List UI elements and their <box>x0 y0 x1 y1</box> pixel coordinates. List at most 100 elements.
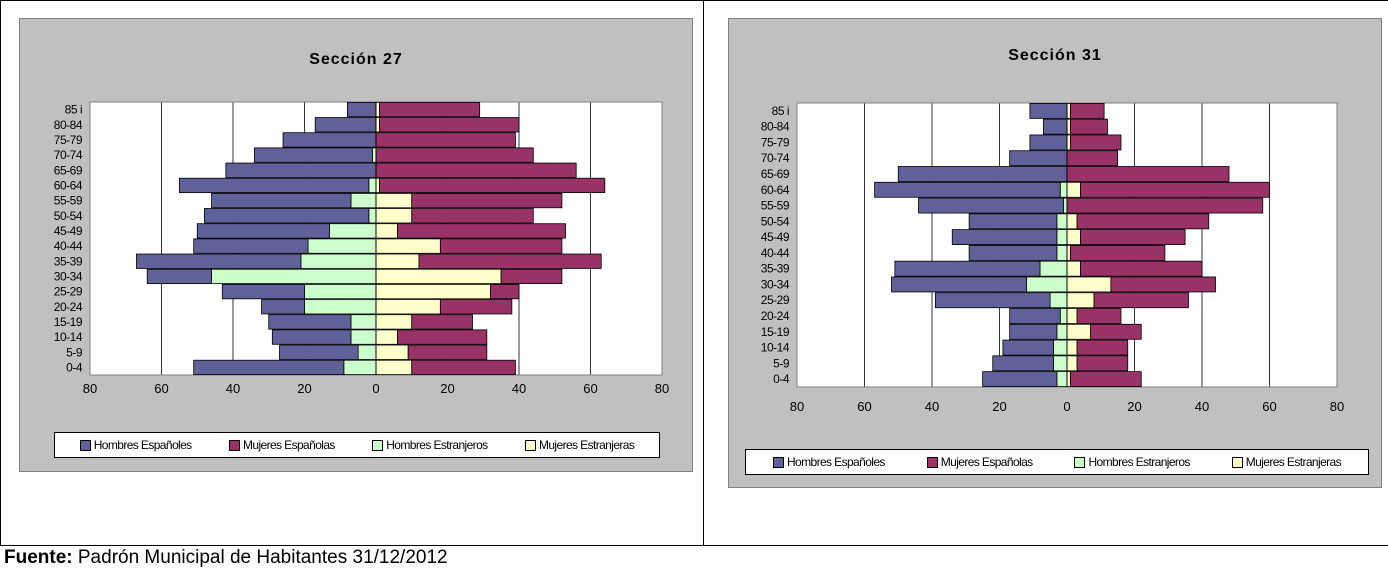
legend-swatch <box>926 456 938 468</box>
bar-mujeres_espanolas <box>1069 102 1105 119</box>
category-label: 30-34 <box>54 269 83 283</box>
bar-mujeres_espanolas <box>397 329 488 345</box>
legend-swatch <box>524 439 536 451</box>
bar-mujeres_extranjeras <box>375 117 380 133</box>
category-label: 75-79 <box>54 133 83 147</box>
category-label: 45-49 <box>54 224 83 238</box>
bar-mujeres_espanolas <box>1076 308 1122 324</box>
bar-mujeres_espanolas <box>500 268 563 285</box>
category-label: 55-59 <box>761 199 790 213</box>
bar-hombres_extranjeros <box>1026 276 1068 293</box>
left-cell: 0-4 5-9 10-14 15-19 20-24 25-29 30-34 35-39 40-4… <box>0 0 704 546</box>
bar-mujeres_extranjeras <box>375 177 380 194</box>
bar-mujeres_extranjeras <box>1066 260 1081 277</box>
bar-hombres_extranjeros <box>304 299 377 315</box>
bar-mujeres_espanolas <box>375 162 577 178</box>
bar-mujeres_espanolas <box>1069 244 1166 261</box>
bar-hombres_espanoles <box>314 117 377 133</box>
bar-hombres_espanoles <box>136 253 302 269</box>
bar-hombres_extranjeros <box>343 359 377 376</box>
bar-hombres_espanoles <box>146 268 212 285</box>
bar-mujeres_espanolas <box>1066 150 1119 167</box>
x-tick-label: 60 <box>1262 399 1276 414</box>
category-label: 80-84 <box>761 120 790 134</box>
bar-hombres_espanoles <box>897 166 1068 182</box>
x-tick-label: 0 <box>1063 399 1070 414</box>
bar-hombres_extranjeros <box>1059 181 1068 198</box>
category-label: 35-39 <box>761 262 790 276</box>
chart-legend: Hombres Españoles Mujeres Españolas Homb… <box>745 449 1369 475</box>
bar-mujeres_extranjeras <box>375 238 441 254</box>
bar-hombres_espanoles <box>221 283 305 300</box>
x-tick-label: 40 <box>226 381 240 396</box>
x-tick-label: 60 <box>857 399 871 414</box>
legend-label: Hombres Españoles <box>93 438 192 452</box>
bar-hombres_extranjeros <box>300 253 377 269</box>
bar-hombres_extranjeros <box>1053 339 1068 356</box>
bar-hombres_extranjeros <box>368 177 377 194</box>
legend-item-hombres-extranjeros: Hombres Estranjeros <box>372 438 488 452</box>
category-label: 35-39 <box>54 254 83 268</box>
bar-hombres_espanoles <box>193 359 345 376</box>
right-cell: 0-4 5-9 10-14 15-19 20-24 25-29 30-34 35-39 40-4… <box>703 0 1388 546</box>
bar-hombres_extranjeros <box>357 344 377 360</box>
bar-mujeres_extranjeras <box>375 268 502 285</box>
bar-mujeres_espanolas <box>1080 260 1203 277</box>
bar-hombres_espanoles <box>254 147 373 163</box>
legend-label: Hombres Españoles <box>786 455 885 469</box>
legend-item-hombres-extranjeros: Hombres Estranjeros <box>1074 455 1190 469</box>
bar-hombres_espanoles <box>282 132 377 148</box>
category-label: 40-44 <box>54 239 83 253</box>
bar-hombres_espanoles <box>178 177 370 194</box>
category-label: 10-14 <box>54 330 83 344</box>
bar-mujeres_extranjeras <box>1066 308 1078 324</box>
bar-hombres_extranjeros <box>350 329 377 345</box>
bar-hombres_espanoles <box>268 314 352 330</box>
legend-item-mujeres-espanolas: Mujeres Españolas <box>228 438 335 452</box>
bar-mujeres_espanolas <box>439 299 513 315</box>
bar-hombres_espanoles <box>982 371 1058 388</box>
bar-hombres_espanoles <box>271 329 352 345</box>
bar-hombres_extranjeros <box>1053 355 1068 372</box>
bar-hombres_extranjeros <box>350 314 377 330</box>
bar-hombres_extranjeros <box>1049 292 1068 309</box>
category-label: 45-49 <box>761 230 790 244</box>
bar-hombres_extranjeros <box>304 283 377 300</box>
bar-hombres_extranjeros <box>1056 323 1068 340</box>
legend-swatch <box>1231 456 1243 468</box>
category-label: 10-14 <box>761 341 790 355</box>
bar-mujeres_espanolas <box>1076 213 1210 230</box>
category-label: 5-9 <box>773 356 790 370</box>
bar-hombres_extranjeros <box>211 268 377 285</box>
chart-title: Sección 27 <box>309 51 403 68</box>
bar-mujeres_espanolas <box>1080 181 1270 198</box>
legend-item-mujeres-extranjeras: Mujeres Estranjeras <box>1231 455 1342 469</box>
legend-item-hombres-espanoles: Hombres Españoles <box>772 455 885 469</box>
bar-mujeres_espanolas <box>411 314 473 330</box>
category-label: 25-29 <box>54 285 83 299</box>
bar-mujeres_extranjeras <box>1066 213 1078 230</box>
category-label: 85 i <box>772 104 789 118</box>
category-label: 0-4 <box>66 360 83 374</box>
category-label: 25-29 <box>761 293 790 307</box>
chart-legend: Hombres Españoles Mujeres Españolas Homb… <box>54 432 660 458</box>
legend-label: Mujeres Españolas <box>242 438 335 452</box>
bar-mujeres_espanolas <box>1066 197 1264 214</box>
category-label: 55-59 <box>54 194 83 208</box>
category-label: 60-64 <box>54 178 83 192</box>
bar-mujeres_espanolas <box>1069 134 1122 151</box>
x-tick-label: 80 <box>1330 399 1344 414</box>
bar-mujeres_espanolas <box>411 208 534 224</box>
bar-hombres_espanoles <box>968 213 1058 230</box>
bar-hombres_extranjeros <box>372 147 377 163</box>
footer-label: Fuente: <box>4 547 73 568</box>
category-label: 60-64 <box>761 183 790 197</box>
bar-hombres_extranjeros <box>1059 308 1068 324</box>
x-tick-label: 20 <box>297 381 311 396</box>
bar-mujeres_extranjeras <box>1066 102 1071 119</box>
legend-swatch <box>372 439 384 451</box>
bar-hombres_extranjeros <box>1056 229 1068 246</box>
bar-hombres_extranjeros <box>1039 260 1068 277</box>
legend-swatch <box>79 439 91 451</box>
bar-mujeres_extranjeras <box>375 344 409 360</box>
